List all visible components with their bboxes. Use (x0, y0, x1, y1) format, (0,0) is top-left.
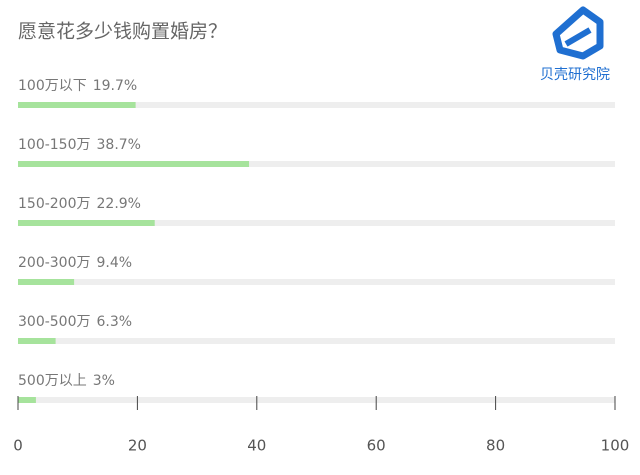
bar-track (18, 338, 615, 344)
logo: 贝壳研究院 (540, 6, 610, 83)
chart-title: 愿意花多少钱购置婚房？ (18, 21, 227, 43)
value-label: 38.7% (97, 137, 141, 153)
bar (18, 161, 250, 167)
bar-label: 100万以下 19.7% (18, 78, 137, 94)
bar (18, 338, 56, 344)
x-tick-label: 0 (13, 437, 23, 455)
bar-label: 500万以上 3% (18, 373, 115, 389)
x-tick-label: 40 (247, 437, 266, 455)
category-label: 100-150万 (18, 137, 91, 153)
value-label: 19.7% (93, 78, 137, 94)
bar-label: 100-150万 38.7% (18, 137, 141, 153)
value-label: 9.4% (97, 255, 133, 271)
category-label: 300-500万 (18, 314, 91, 330)
x-tick-label: 60 (367, 437, 386, 455)
x-tick-label: 100 (601, 437, 630, 455)
category-label: 150-200万 (18, 196, 91, 212)
category-label: 100万以下 (18, 78, 87, 94)
bar (18, 102, 136, 108)
x-tick-label: 20 (128, 437, 147, 455)
bar-label: 150-200万 22.9% (18, 196, 141, 212)
bar-track (18, 397, 615, 403)
value-label: 3% (93, 373, 115, 389)
bar-track (18, 220, 615, 226)
value-label: 6.3% (97, 314, 133, 330)
bar-track (18, 161, 615, 167)
logo-mark (564, 27, 592, 47)
bar (18, 220, 155, 226)
bar (18, 397, 36, 403)
logo-mark (552, 6, 604, 60)
x-tick-label: 80 (486, 437, 505, 455)
category-label: 500万以上 (18, 373, 87, 389)
logo-text: 贝壳研究院 (540, 66, 610, 83)
bar-label: 200-300万 9.4% (18, 255, 132, 271)
bar-label: 300-500万 6.3% (18, 314, 132, 330)
bar-track (18, 102, 615, 108)
bar-track (18, 279, 615, 285)
category-label: 200-300万 (18, 255, 91, 271)
value-label: 22.9% (97, 196, 141, 212)
bar (18, 279, 75, 285)
